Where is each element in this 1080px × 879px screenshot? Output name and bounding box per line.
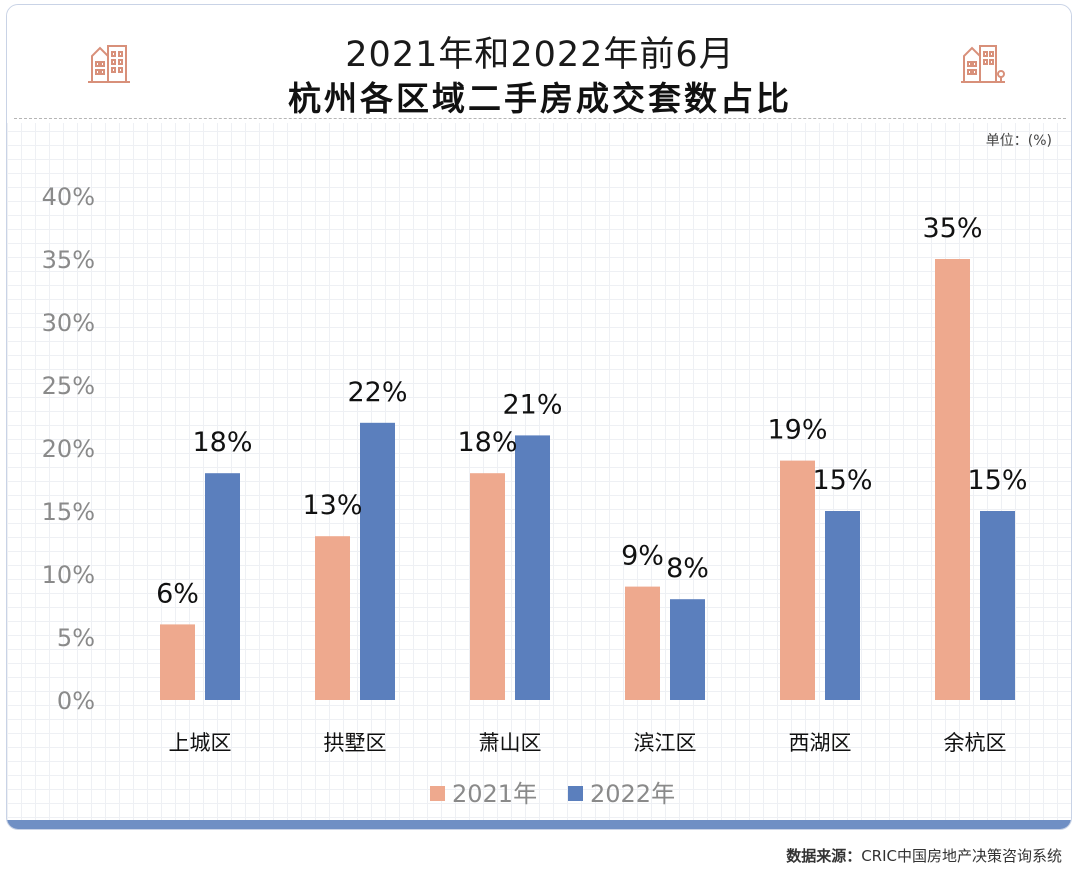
data-label: 8% — [666, 553, 709, 584]
bar-2022-3 — [670, 599, 705, 700]
data-label: 19% — [767, 415, 827, 446]
y-tick-label: 35% — [42, 246, 95, 274]
bar-2022-4 — [825, 511, 860, 700]
y-tick-label: 40% — [42, 183, 95, 211]
data-label: 18% — [192, 427, 252, 458]
bar-2021-5 — [935, 259, 970, 700]
building-icon-right — [961, 45, 1005, 83]
bar-labels: 6% 18% 13% 22% 18% 21% 9% 8% 19% 15% 35% 15% — [156, 213, 1027, 609]
chart-title-line2: 杭州各区域二手房成交套数占比 — [288, 79, 792, 118]
legend-label: 2021年 — [452, 780, 537, 808]
y-tick-label: 5% — [57, 624, 95, 652]
source-text: CRIC中国房地产决策咨询系统 — [861, 847, 1062, 865]
y-axis: 0% 5% 10% 15% 20% 25% 30% 35% 40% — [42, 183, 95, 715]
bar-2021-0 — [160, 624, 195, 700]
bar-2022-5 — [980, 511, 1015, 700]
bar-2021-4 — [780, 460, 815, 700]
x-axis: 上城区 拱墅区 萧山区 滨江区 西湖区 余杭区 — [169, 731, 1007, 755]
unit-label: 单位：(%) — [985, 133, 1052, 149]
data-label: 13% — [302, 490, 362, 521]
bar-2021-3 — [625, 586, 660, 700]
bar-2021-1 — [315, 536, 350, 700]
bar-2022-2 — [515, 435, 550, 700]
bar-2022-1 — [360, 422, 395, 700]
x-tick-label: 上城区 — [169, 731, 232, 755]
y-tick-label: 15% — [42, 498, 95, 526]
data-source: 数据来源：CRIC中国房地产决策咨询系统 — [786, 845, 1062, 866]
title-divider — [14, 118, 1066, 119]
data-label: 15% — [967, 465, 1027, 496]
x-tick-label: 西湖区 — [789, 731, 852, 755]
data-label: 6% — [156, 578, 199, 609]
legend-swatch — [568, 786, 583, 801]
bar-chart: 0% 5% 10% 15% 20% 25% 30% 35% 40% 6% 18% 13% 22% 18%… — [42, 183, 1028, 808]
chart-card — [6, 4, 1072, 830]
y-tick-label: 0% — [57, 687, 95, 715]
data-label: 35% — [922, 213, 982, 244]
building-icon-left — [88, 45, 130, 83]
bars — [160, 259, 1015, 700]
data-label: 18% — [457, 427, 517, 458]
chart-title-line1: 2021年和2022年前6月 — [345, 35, 735, 75]
y-tick-label: 10% — [42, 561, 95, 589]
legend-label: 2022年 — [590, 780, 675, 808]
x-tick-label: 拱墅区 — [324, 731, 387, 755]
legend-swatch — [430, 786, 445, 801]
data-label: 21% — [502, 389, 562, 420]
data-label: 22% — [347, 377, 407, 408]
title-band — [7, 5, 1071, 123]
bar-2022-0 — [205, 473, 240, 700]
legend: 2021年 2022年 — [430, 780, 675, 808]
card-bottom-bar — [7, 820, 1071, 829]
y-tick-label: 20% — [42, 435, 95, 463]
x-tick-label: 滨江区 — [634, 731, 697, 755]
data-label: 15% — [812, 465, 872, 496]
data-label: 9% — [621, 541, 664, 572]
bar-2021-2 — [470, 473, 505, 700]
x-tick-label: 余杭区 — [944, 731, 1007, 755]
y-tick-label: 25% — [42, 372, 95, 400]
x-tick-label: 萧山区 — [479, 731, 542, 755]
source-label: 数据来源： — [786, 847, 862, 865]
y-tick-label: 30% — [42, 309, 95, 337]
